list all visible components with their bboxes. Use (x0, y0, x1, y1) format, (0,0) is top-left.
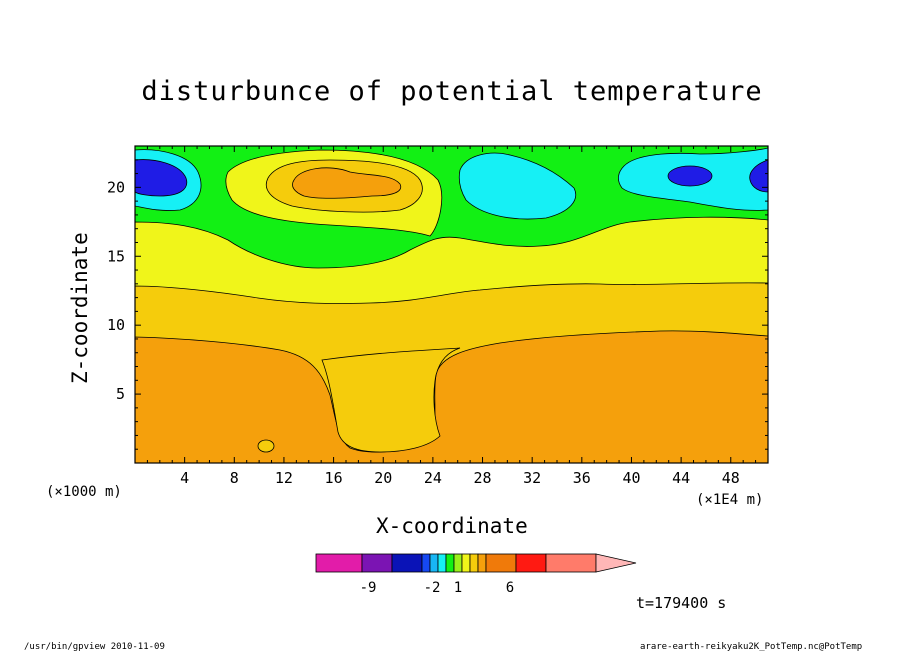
colorbar-swatch (429, 553, 439, 573)
colorbar-extension (595, 553, 637, 573)
colorbar-tick-label: 6 (506, 580, 514, 596)
x-tick-label: 20 (374, 469, 392, 487)
colorbar-swatch (391, 553, 423, 573)
x-tick-label: 48 (722, 469, 740, 487)
x-tick-label: 12 (275, 469, 293, 487)
colorbar-swatch (421, 553, 431, 573)
colorbar-swatch (461, 553, 471, 573)
y-axis-label: Z-coordinate (68, 232, 92, 384)
plot-frame (134, 145, 769, 464)
colorbar-swatch (315, 553, 363, 573)
x-unit-left: (×1000 m) (46, 484, 122, 500)
footer-file-label: arare-earth-reikyaku2K_PotTemp.nc@PotTem… (640, 642, 863, 652)
colorbar-tick-label: -9 (360, 580, 377, 596)
x-unit-right: (×1E4 m) (696, 492, 764, 508)
x-tick-label: 24 (424, 469, 442, 487)
y-tick-label: 20 (107, 178, 125, 196)
y-tick-label: 5 (116, 385, 125, 403)
colorbar-swatch (485, 553, 517, 573)
region-gold-plume (321, 347, 461, 453)
colorbar-swatch (469, 553, 479, 573)
colorbar: -9 -2 1 6 (315, 553, 637, 596)
region-blue-right-b (749, 159, 768, 193)
colorbar-tick-label: -2 (424, 580, 441, 596)
chart-title: disturbunce of potential temperature (141, 76, 763, 107)
x-tick-label: 44 (672, 469, 690, 487)
x-tick-label: 28 (473, 469, 491, 487)
colorbar-tick-label: 1 (454, 580, 462, 596)
x-tick-label: 8 (230, 469, 239, 487)
y-tick-label: 15 (107, 247, 125, 265)
contour-field (135, 146, 768, 463)
region-gold-bubble (257, 439, 275, 453)
colorbar-swatch (545, 553, 597, 573)
y-tick-label: 10 (107, 316, 125, 334)
colorbar-swatch (445, 553, 455, 573)
x-tick-label: 32 (523, 469, 541, 487)
colorbar-swatch (361, 553, 393, 573)
timestamp-label: t=179400 s (636, 594, 727, 612)
footer-program-label: /usr/bin/gpview 2010-11-09 (24, 642, 165, 652)
x-tick-label: 4 (180, 469, 189, 487)
region-blue-right-a (667, 165, 713, 187)
region-orange-core (292, 167, 402, 199)
x-tick-label: 16 (325, 469, 343, 487)
colorbar-swatch (453, 553, 463, 573)
region-cyan-mid (458, 152, 576, 220)
colorbar-swatch (515, 553, 547, 573)
region-blue-left (135, 159, 188, 197)
x-tick-label: 36 (573, 469, 591, 487)
x-tick-label: 40 (622, 469, 640, 487)
colorbar-swatch (437, 553, 447, 573)
x-axis-label: X-coordinate (376, 514, 528, 538)
colorbar-swatch (477, 553, 487, 573)
